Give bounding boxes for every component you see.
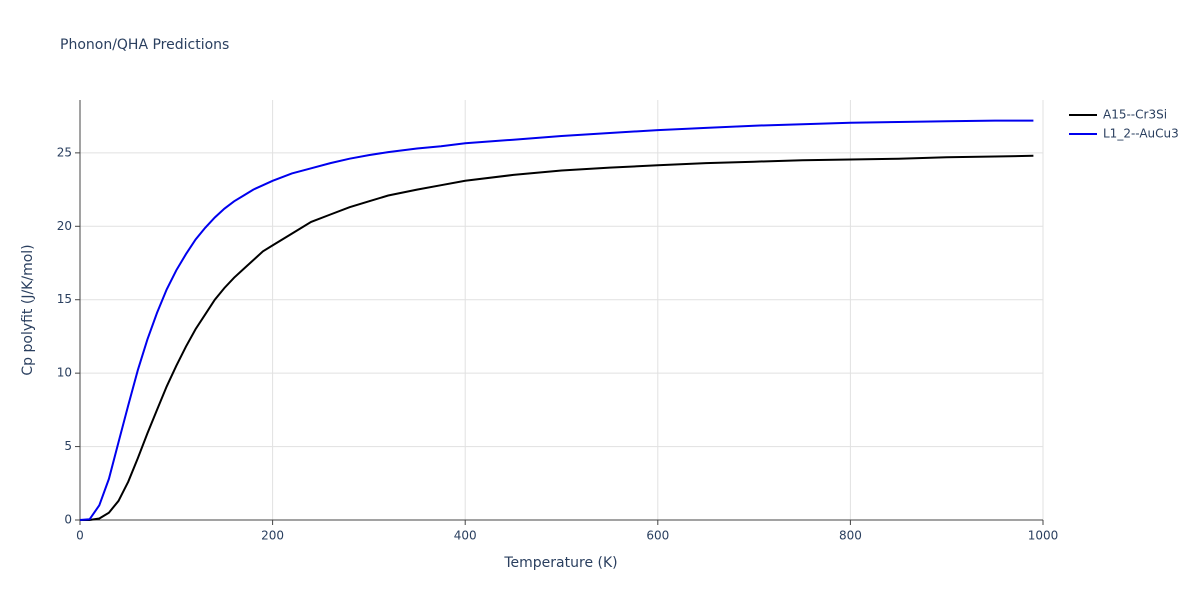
y-tick-label: 5	[64, 439, 72, 453]
y-tick-label: 25	[57, 145, 72, 159]
x-tick-label: 200	[261, 529, 284, 543]
x-tick-label: 1000	[1028, 529, 1059, 543]
x-tick-label: 400	[454, 529, 477, 543]
y-tick-label: 10	[57, 366, 72, 380]
x-axis-title: Temperature (K)	[503, 555, 617, 571]
chart-title: Phonon/QHA Predictions	[60, 37, 229, 53]
y-tick-label: 0	[64, 513, 72, 527]
y-axis-title: Cp polyfit (J/K/mol)	[20, 244, 36, 375]
y-tick-label: 20	[57, 219, 72, 233]
legend-label: A15--Cr3Si	[1103, 108, 1167, 122]
y-tick-label: 15	[57, 292, 72, 306]
x-tick-label: 800	[839, 529, 862, 543]
legend-label: L1_2--AuCu3	[1103, 127, 1179, 141]
x-tick-label: 600	[646, 529, 669, 543]
x-tick-label: 0	[76, 529, 84, 543]
series-line	[80, 154, 1034, 521]
series-line	[79, 119, 1034, 521]
